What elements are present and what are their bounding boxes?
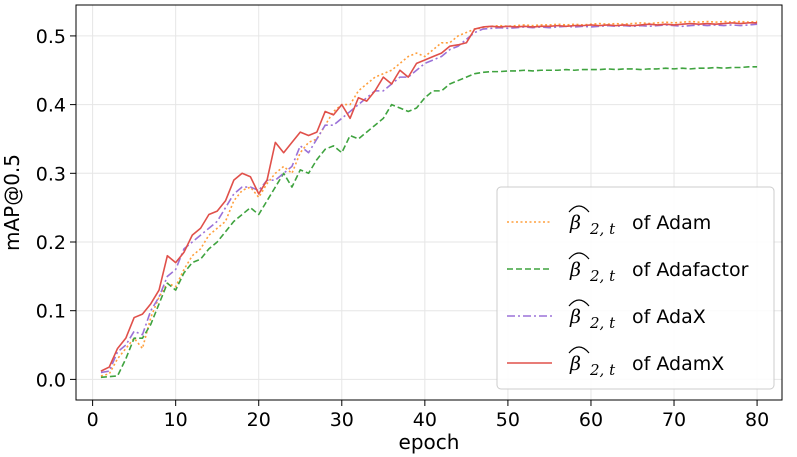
legend-label: of Adam bbox=[632, 212, 711, 234]
legend-subscript: 2, t bbox=[589, 361, 616, 379]
legend-hat-mark bbox=[568, 299, 590, 307]
legend-subscript: 2, t bbox=[589, 314, 616, 332]
x-axis-label: epoch bbox=[399, 430, 460, 454]
series-line-2 bbox=[100, 23, 758, 374]
legend-box bbox=[496, 186, 775, 390]
legend-symbol: β bbox=[569, 212, 581, 234]
plot-frame bbox=[75, 4, 783, 401]
x-tick-label: 50 bbox=[496, 409, 520, 431]
legend-label: of AdaX bbox=[632, 306, 706, 328]
x-tick-label: 40 bbox=[413, 409, 437, 431]
legend-subscript: 2, t bbox=[589, 267, 616, 285]
x-tick-label: 0 bbox=[87, 409, 99, 431]
y-tick-label: 0.3 bbox=[36, 163, 66, 185]
legend-symbol: β bbox=[569, 353, 581, 375]
series-line-0 bbox=[100, 20, 758, 377]
legend-symbol: β bbox=[569, 306, 581, 328]
x-tick-label: 70 bbox=[662, 409, 686, 431]
x-tick-label: 10 bbox=[164, 409, 188, 431]
y-tick-label: 0.5 bbox=[36, 26, 66, 48]
y-axis: 0.0 0.1 0.2 0.3 0.4 0.5 bbox=[36, 26, 76, 391]
legend-hat-mark bbox=[568, 252, 590, 260]
legend-label: of Adafactor bbox=[632, 259, 749, 281]
y-tick-label: 0.1 bbox=[36, 301, 66, 323]
x-tick-label: 60 bbox=[579, 409, 603, 431]
legend-subscript: 2, t bbox=[589, 220, 616, 238]
x-tick-label: 20 bbox=[247, 409, 271, 431]
x-axis: 0 10 20 30 40 50 60 70 80 bbox=[87, 400, 769, 431]
legend: β 2, t of Adam β 2, t of Adafactor β 2, t of Ada… bbox=[496, 186, 775, 390]
series-layer bbox=[100, 20, 758, 379]
y-tick-label: 0.0 bbox=[36, 369, 66, 391]
legend-hat-mark bbox=[568, 205, 590, 213]
legend-hat-mark bbox=[568, 346, 590, 354]
y-tick-label: 0.2 bbox=[36, 232, 66, 254]
series-line-3 bbox=[100, 22, 758, 372]
x-tick-label: 80 bbox=[745, 409, 769, 431]
y-tick-label: 0.4 bbox=[36, 95, 66, 117]
series-line-1 bbox=[100, 66, 758, 379]
legend-symbol: β bbox=[569, 259, 581, 281]
x-tick-label: 30 bbox=[330, 409, 354, 431]
y-axis-label: mAP@0.5 bbox=[0, 154, 24, 251]
legend-label: of AdamX bbox=[632, 353, 724, 375]
